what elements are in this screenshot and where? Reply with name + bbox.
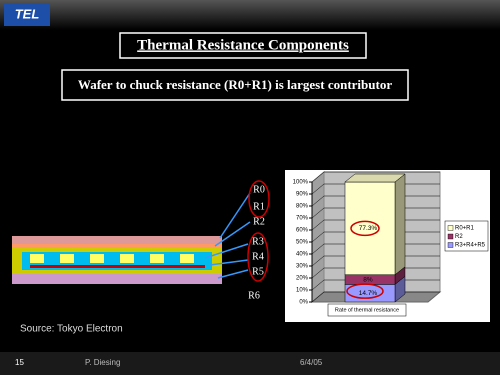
value-label: 8% [363, 276, 373, 283]
highlight [350, 220, 380, 237]
resistor-label: R2 [253, 216, 265, 227]
y-tick-label: 50% [296, 240, 309, 246]
resistor-label: R3 [252, 236, 264, 247]
value-label: 14.7% [359, 290, 378, 297]
legend-label: R0+R1 [455, 226, 475, 232]
legend-label: R3+R4+R5 [455, 243, 486, 249]
date: 6/4/05 [300, 358, 323, 367]
y-tick-label: 30% [296, 264, 309, 270]
header-band [0, 0, 500, 30]
y-tick-label: 40% [296, 252, 309, 258]
value-label: 77.3% [359, 225, 378, 232]
title-box [119, 32, 367, 59]
author: P. Diesing [85, 358, 120, 367]
highlight [248, 180, 270, 218]
callout: Wafer to chuck resistance (R0+R1) is lar… [78, 77, 392, 92]
title: Thermal Resistance Components [137, 37, 349, 53]
bar-top [344, 173, 406, 183]
legend-swatch [447, 225, 454, 231]
highlight [346, 283, 384, 299]
bar-segment [344, 181, 396, 276]
y-tick-label: 100% [293, 180, 309, 186]
source: Source: Tokyo Electron [20, 324, 123, 335]
resistor-label: R1 [253, 201, 265, 212]
arrows [204, 192, 251, 279]
chuck-diagram [12, 236, 222, 284]
bar-segment-side [394, 173, 406, 276]
y-tick-label: 70% [296, 216, 309, 222]
legend-label: R2 [455, 234, 463, 240]
resistor-label: R6 [248, 290, 260, 301]
legend-swatch [447, 233, 454, 240]
logo [4, 4, 50, 26]
resistor-label: R5 [252, 266, 264, 277]
y-tick-label: 60% [296, 228, 309, 234]
page-number: 15 [15, 358, 24, 367]
footer-band [0, 352, 500, 375]
y-tick-label: 20% [296, 276, 309, 282]
chart: 0% 10% 20% 30% 40% 50% 60% 70% 80% 90% 100% Rate of… [293, 170, 489, 317]
y-tick-label: 80% [296, 204, 309, 210]
logo-text: TEL [15, 6, 40, 21]
y-tick-label: 90% [296, 192, 309, 198]
highlight [247, 232, 269, 282]
resistor-label: R0 [253, 184, 265, 195]
y-tick-label: 10% [296, 288, 309, 294]
resistor-label: R4 [252, 251, 264, 262]
x-tick-label: Rate of thermal resistance [335, 307, 399, 313]
callout-box [61, 69, 409, 101]
y-tick-label: 0% [299, 300, 308, 306]
legend-swatch [447, 242, 454, 248]
grid-line [311, 171, 440, 183]
category-box [327, 303, 407, 317]
